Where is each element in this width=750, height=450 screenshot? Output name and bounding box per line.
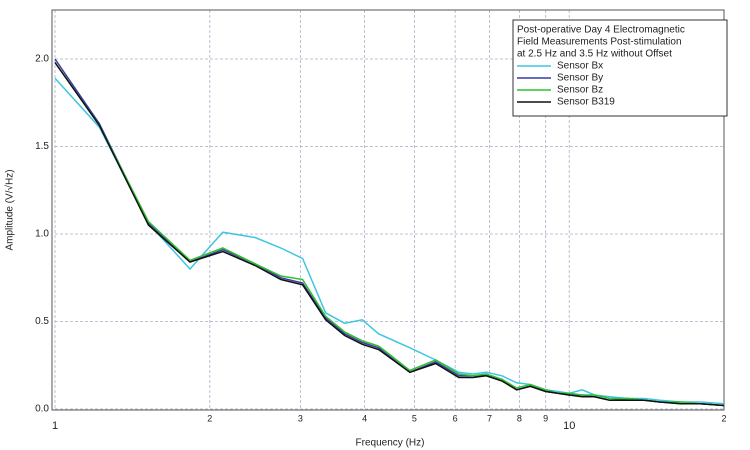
- x-tick-label: 7: [487, 413, 492, 423]
- series-line: [54, 62, 725, 407]
- legend-title: Field Measurements Post-stimulation: [517, 37, 682, 48]
- legend-label: Sensor Bx: [557, 61, 603, 72]
- x-tick-label: 8: [517, 413, 522, 423]
- y-axis-label: Amplitude (V/√Hz): [4, 169, 16, 250]
- series-line: [54, 62, 725, 407]
- x-tick-label: 4: [362, 413, 367, 423]
- x-tick-label: 10: [563, 420, 575, 432]
- y-tick-label: 2.0: [35, 54, 49, 65]
- legend-label: Sensor B319: [557, 97, 615, 108]
- x-tick-label: 6: [453, 413, 458, 423]
- x-axis-label: Frequency (Hz): [356, 438, 425, 449]
- x-tick-label: 2: [721, 413, 726, 423]
- x-tick-label: 5: [412, 413, 417, 423]
- legend-label: Sensor By: [557, 73, 603, 84]
- legend-title: Post-operative Day 4 Electromagnetic: [517, 25, 685, 36]
- x-tick-label: 1: [52, 420, 58, 432]
- legend-box: [512, 19, 728, 117]
- plot-frame: [51, 9, 725, 411]
- x-tick-label: 2: [207, 413, 212, 423]
- y-tick-label: 0.0: [35, 404, 49, 415]
- x-tick-label: 3: [298, 413, 303, 423]
- x-tick-label: 9: [543, 413, 548, 423]
- y-tick-label: 0.5: [35, 316, 49, 327]
- legend-label: Sensor Bz: [557, 85, 603, 96]
- legend-title: at 2.5 Hz and 3.5 Hz without Offset: [517, 49, 672, 60]
- y-tick-label: 1.5: [35, 141, 49, 152]
- y-tick-label: 1.0: [35, 229, 49, 240]
